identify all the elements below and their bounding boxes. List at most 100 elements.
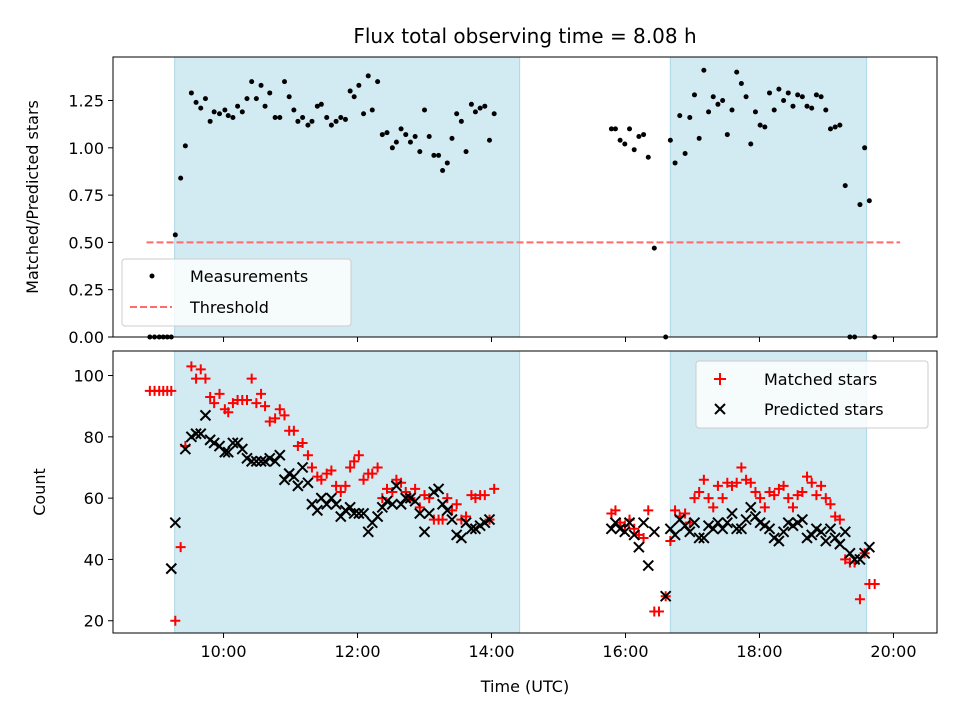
measurement-point <box>651 245 657 251</box>
predicted-star-point <box>441 504 453 517</box>
measurement-point <box>225 113 231 119</box>
measurement-point <box>211 109 217 115</box>
matched-star-point <box>186 361 197 372</box>
matched-star-point <box>670 505 681 516</box>
measurement-point <box>701 67 707 73</box>
matched-star-point <box>200 373 211 384</box>
measurement-point <box>193 99 199 105</box>
y-tick-label: 0.25 <box>68 281 104 300</box>
predicted-star-point <box>386 498 399 510</box>
predicted-star-point <box>418 526 431 538</box>
predicted-star-point <box>669 529 681 541</box>
matched-star-point <box>755 493 766 504</box>
measurement-point <box>748 141 754 147</box>
measurement-point <box>291 107 297 113</box>
measurement-point <box>842 183 848 189</box>
measurement-point <box>767 90 773 96</box>
measurement-point <box>286 94 292 100</box>
y-tick-label: 80 <box>84 428 104 447</box>
matched-star-point <box>396 477 407 488</box>
matched-star-point <box>708 502 719 513</box>
measurement-point <box>347 88 353 94</box>
measurement-point <box>267 90 273 96</box>
measurement-points <box>147 67 878 340</box>
matched-star-point <box>712 480 723 491</box>
measurement-point <box>272 115 278 121</box>
matched-star-point <box>834 514 845 525</box>
predicted-star-point <box>659 590 672 602</box>
measurement-point <box>771 107 777 113</box>
measurement-point <box>198 105 204 111</box>
measurement-point <box>230 115 236 121</box>
measurement-point <box>715 101 721 107</box>
predicted-star-point <box>325 492 338 504</box>
predicted-star-point <box>231 437 244 449</box>
measurement-point <box>752 109 758 115</box>
legend-matched-marker <box>714 373 726 385</box>
predicted-star-point <box>740 513 752 526</box>
measurement-point <box>253 96 259 102</box>
measurement-point <box>823 107 829 113</box>
observing-window-band <box>174 350 521 634</box>
matched-star-point <box>331 480 342 491</box>
predicted-star-point <box>824 523 837 535</box>
matched-star-point <box>326 465 337 476</box>
predicted-star-point <box>446 513 458 526</box>
predicted-star-point <box>730 523 743 535</box>
measurement-point <box>384 130 390 136</box>
predicted-star-point <box>763 523 776 535</box>
predicted-star-point <box>712 516 724 529</box>
matched-star-point <box>461 511 472 522</box>
predicted-star-point <box>609 516 622 529</box>
measurement-point <box>866 198 872 204</box>
matched-star-point <box>166 385 177 396</box>
top-legend-box <box>121 258 352 327</box>
matched-star-point <box>260 401 271 412</box>
measurement-point <box>398 126 404 132</box>
predicted-star-point <box>371 510 384 523</box>
matched-star-point <box>869 578 880 589</box>
measurement-point <box>356 82 362 88</box>
measurement-point <box>790 103 796 109</box>
matched-star-point <box>223 407 234 418</box>
predicted-star-point <box>642 559 654 572</box>
matched-star-point <box>451 499 462 510</box>
measurement-point <box>235 103 241 109</box>
matched-star-point <box>246 373 257 384</box>
matched-star-point <box>759 502 770 513</box>
measurement-point <box>379 132 385 138</box>
matched-star-point <box>353 450 364 461</box>
predicted-star-point <box>381 495 393 507</box>
predicted-star-point <box>854 553 866 566</box>
measurement-point <box>314 103 320 109</box>
measurement-point <box>617 137 623 143</box>
predicted-star-point <box>863 541 876 553</box>
top-axes-frame <box>112 56 938 338</box>
matched-star-point <box>689 493 700 504</box>
matched-star-point <box>816 480 827 491</box>
predicted-star-point <box>679 520 691 532</box>
measurement-point <box>729 107 735 113</box>
measurement-point <box>202 96 208 102</box>
matched-star-point <box>381 483 392 494</box>
predicted-star-point <box>844 547 856 560</box>
predicted-star-point <box>227 437 239 449</box>
predicted-star-point <box>190 428 202 440</box>
measurement-point <box>463 149 469 155</box>
predicted-star-point <box>749 510 762 523</box>
matched-star-point <box>442 493 453 504</box>
predicted-star-point <box>269 455 281 468</box>
measurement-point <box>458 118 464 124</box>
predicted-star-point <box>637 516 650 529</box>
legend-measurements-marker <box>149 273 155 279</box>
predicted-star-point <box>693 532 705 544</box>
measurement-point <box>431 152 437 158</box>
bottom-axes-frame <box>112 350 938 634</box>
predicted-star-point <box>288 470 300 483</box>
measurement-point <box>827 126 833 132</box>
matched-star-point <box>279 410 290 421</box>
predicted-star-point <box>278 474 291 486</box>
matched-star-point <box>653 606 664 617</box>
measurement-point <box>178 175 184 181</box>
bottom-y-ticks: 20 40 60 80 100 <box>73 367 113 631</box>
